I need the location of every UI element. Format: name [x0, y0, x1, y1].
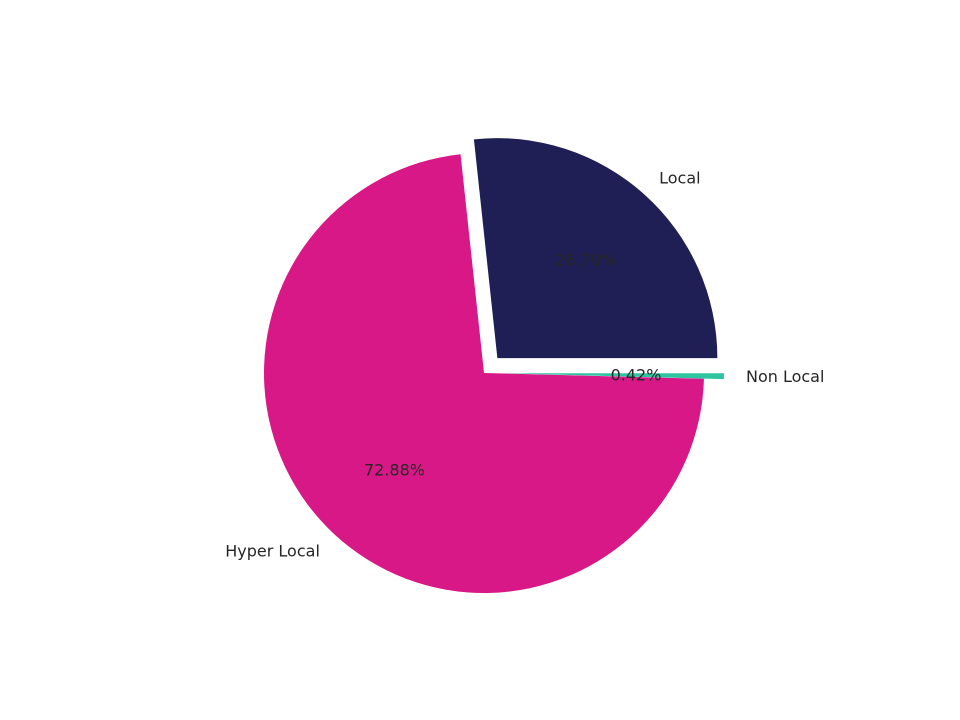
pie-category-label-hyper-local: Hyper Local	[225, 541, 320, 560]
pie-slice-local	[473, 138, 718, 359]
pie-slice-hyper-local	[263, 154, 704, 594]
pie-category-label-non-local: Non Local	[746, 367, 824, 386]
pie-slice-non-local	[503, 373, 724, 380]
pie-slices	[263, 138, 724, 594]
pie-labels: 26.70% Local 72.88% Hyper Local 0.42% Non Loc…	[225, 169, 824, 561]
pie-category-label-local: Local	[659, 169, 700, 188]
pie-pct-label-non-local: 0.42%	[611, 366, 662, 385]
pie-pct-label-hyper-local: 72.88%	[364, 461, 425, 480]
pie-pct-label-local: 26.70%	[555, 250, 616, 269]
